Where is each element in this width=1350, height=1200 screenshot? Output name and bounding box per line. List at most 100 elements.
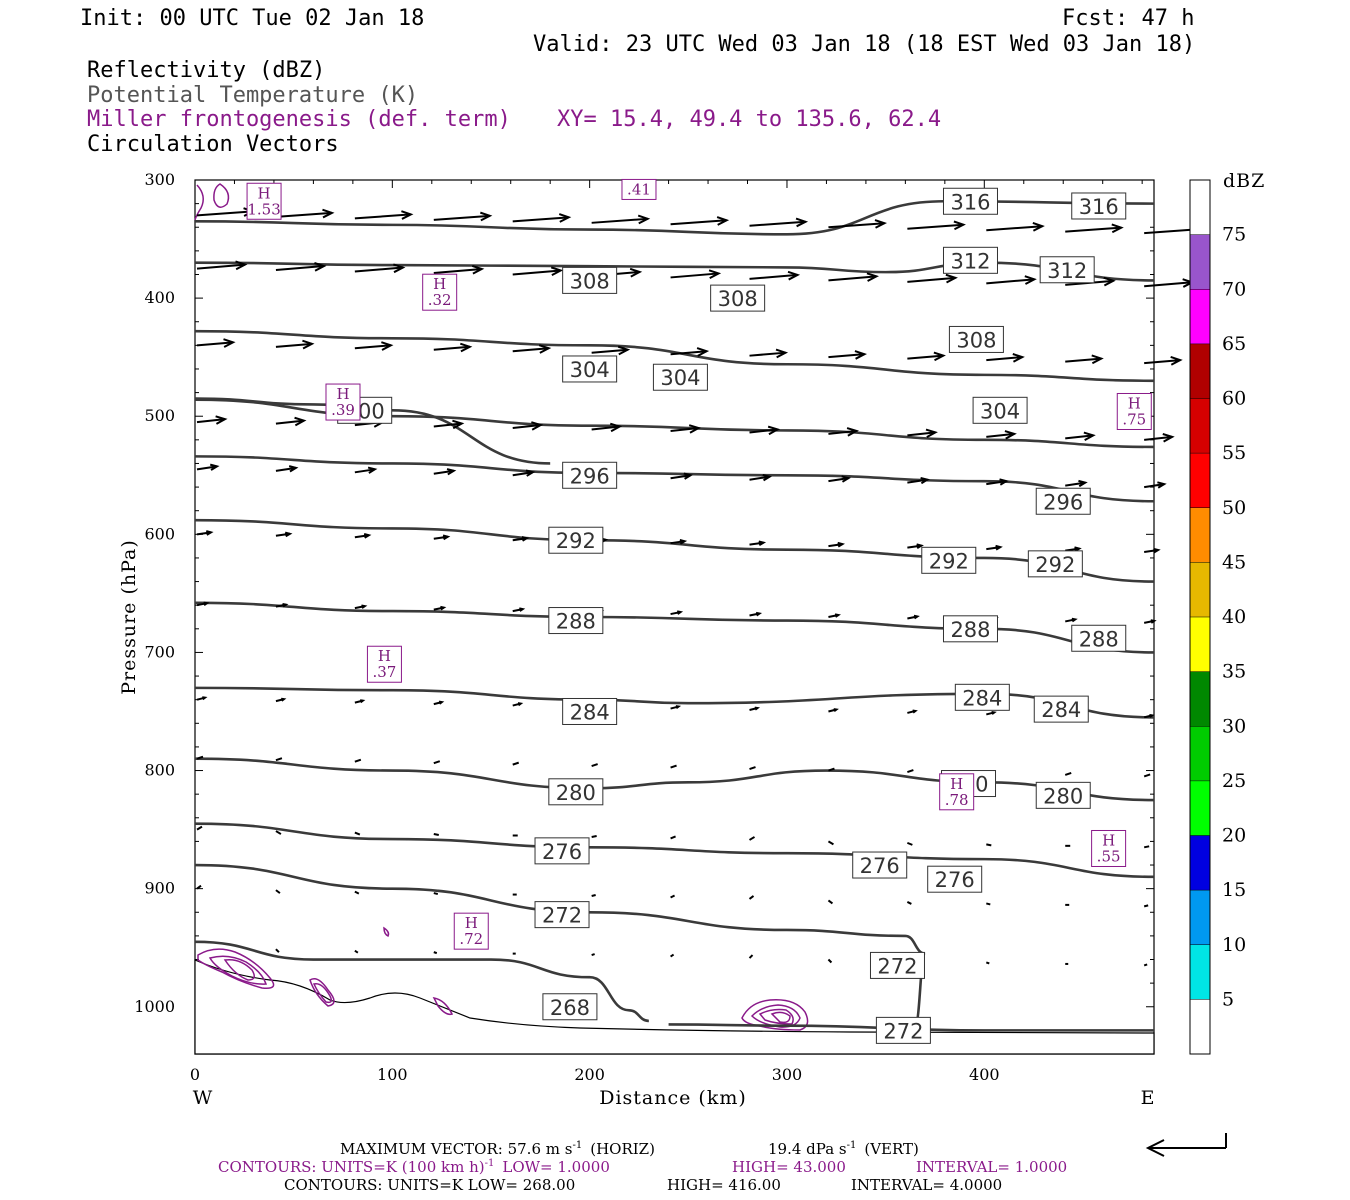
vector-arrow (275, 466, 297, 472)
isentrope-label: 276 (852, 851, 908, 879)
colorbar-level-label: 50 (1222, 497, 1246, 519)
vector-arrowhead (294, 416, 307, 427)
vector-arrow (1144, 435, 1173, 441)
isentrope-288 (194, 601, 1155, 654)
vector-arrow (512, 347, 549, 353)
x-tick-label: 100 (377, 1065, 408, 1084)
colorbar-segment (1190, 180, 1210, 235)
circulation-vectors (196, 207, 1203, 967)
vector-arrowhead (1157, 481, 1167, 489)
vector-arrowhead (517, 702, 524, 707)
vector-arrow (828, 767, 835, 772)
frontogenesis-max-label: H.39 (325, 383, 361, 421)
vector-arrowhead (209, 463, 220, 471)
svg-text:276: 276 (860, 854, 900, 878)
svg-text:268: 268 (550, 996, 590, 1020)
vector-arrowhead (754, 706, 761, 711)
colorbar-segment (1190, 289, 1210, 344)
vector-arrowhead (834, 613, 841, 618)
colorbar-level-label: 15 (1222, 879, 1246, 901)
svg-text:272: 272 (877, 954, 917, 978)
colorbar-level-label: 40 (1222, 606, 1246, 628)
vector-arrow (1144, 483, 1165, 489)
vector-arrowhead (866, 272, 879, 282)
svg-text:H: H (258, 184, 271, 202)
vector-arrow (986, 480, 1007, 486)
x-tick-label: 0 (190, 1065, 200, 1084)
vector-arrow (512, 269, 561, 276)
vector-arrowhead (202, 696, 208, 701)
vector-arrowhead (787, 270, 801, 281)
colorbar-level-label: 60 (1222, 388, 1246, 410)
vector-arrow (907, 276, 956, 283)
vector-arrowhead (916, 543, 924, 549)
frontogenesis-max-label: H.78 (939, 773, 975, 811)
colorbar-level-label: 35 (1222, 661, 1246, 683)
isentrope-label: 312 (1039, 256, 1095, 284)
colorbar-segment (1190, 398, 1210, 454)
isentrope-label: 280 (1035, 781, 1091, 809)
vector-arrow (275, 265, 325, 272)
colorbar-level-label: 10 (1222, 934, 1246, 956)
vector-arrow (1143, 773, 1151, 778)
svg-text:272: 272 (542, 904, 582, 928)
vector-arrow (986, 843, 992, 847)
svg-text:284: 284 (962, 686, 1002, 710)
vector-arrow (670, 835, 676, 840)
vector-arrowhead (558, 213, 572, 223)
vector-arrow (670, 894, 676, 899)
vector-arrow (1143, 904, 1149, 908)
vector-arrow (591, 763, 598, 768)
vector-arrowhead (550, 266, 564, 277)
contours-fronto-interval: INTERVAL= 1.0000 (916, 1158, 1067, 1176)
frontogenesis-max-label: H.75 (1116, 392, 1152, 430)
vector-arrow (749, 475, 770, 481)
vector-arrowhead (1083, 431, 1096, 441)
svg-text:H: H (465, 914, 478, 932)
isentrope-label: 312 (942, 246, 998, 274)
vector-arrow (1064, 772, 1072, 776)
colorbar-segment (1190, 726, 1210, 781)
y-tick-label: 600 (144, 524, 175, 543)
vector-arrow (196, 263, 246, 270)
vector-arrow (670, 764, 677, 769)
vector-arrow (828, 353, 865, 359)
svg-text:276: 276 (935, 868, 975, 892)
isentrope-label: 296 (1035, 487, 1091, 515)
y-tick-label: 400 (144, 288, 175, 307)
vector-arrowhead (833, 708, 839, 712)
vector-arrow (907, 478, 928, 484)
frontogenesis-maxima: H1.53.41H.32H.39 H.75H.37H.78H.55H.72 (246, 178, 1152, 950)
svg-text:304: 304 (660, 366, 700, 390)
colorbar-level-label: 65 (1222, 333, 1246, 355)
vector-arrowhead (381, 341, 394, 351)
vector-arrowhead (359, 699, 366, 704)
vector-arrowhead (775, 348, 789, 359)
svg-text:H: H (378, 647, 391, 665)
colorbar-level-label: 25 (1222, 770, 1246, 792)
vector-arrow (986, 225, 1043, 232)
svg-text:316: 316 (1079, 195, 1119, 219)
vector-arrowhead (284, 531, 293, 538)
vector-arrowhead (945, 273, 958, 284)
contours-theta-high: HIGH= 416.00 (667, 1176, 781, 1194)
svg-text:.72: .72 (459, 930, 483, 948)
vector-arrowhead (675, 705, 682, 710)
isentrope-label: 276 (534, 837, 590, 865)
vector-arrow (354, 758, 362, 763)
vector-arrow (196, 465, 218, 471)
isentrope-292 (194, 518, 1155, 583)
vector-arrowhead (282, 602, 289, 608)
vector-arrow (749, 766, 756, 771)
svg-text:.75: .75 (1122, 410, 1146, 428)
vector-arrowhead (841, 475, 851, 483)
svg-text:276: 276 (542, 840, 582, 864)
vector-arrowhead (795, 217, 809, 228)
vector-arrowhead (363, 533, 372, 539)
vector-arrowhead (480, 211, 493, 222)
vector-arrow (512, 761, 520, 766)
svg-text:296: 296 (570, 464, 610, 488)
x-axis-west-label: W (193, 1087, 214, 1109)
max-vector-horiz: MAXIMUM VECTOR: 57.6 m s-1 (HORIZ) (340, 1140, 655, 1158)
svg-text:308: 308 (570, 269, 610, 293)
